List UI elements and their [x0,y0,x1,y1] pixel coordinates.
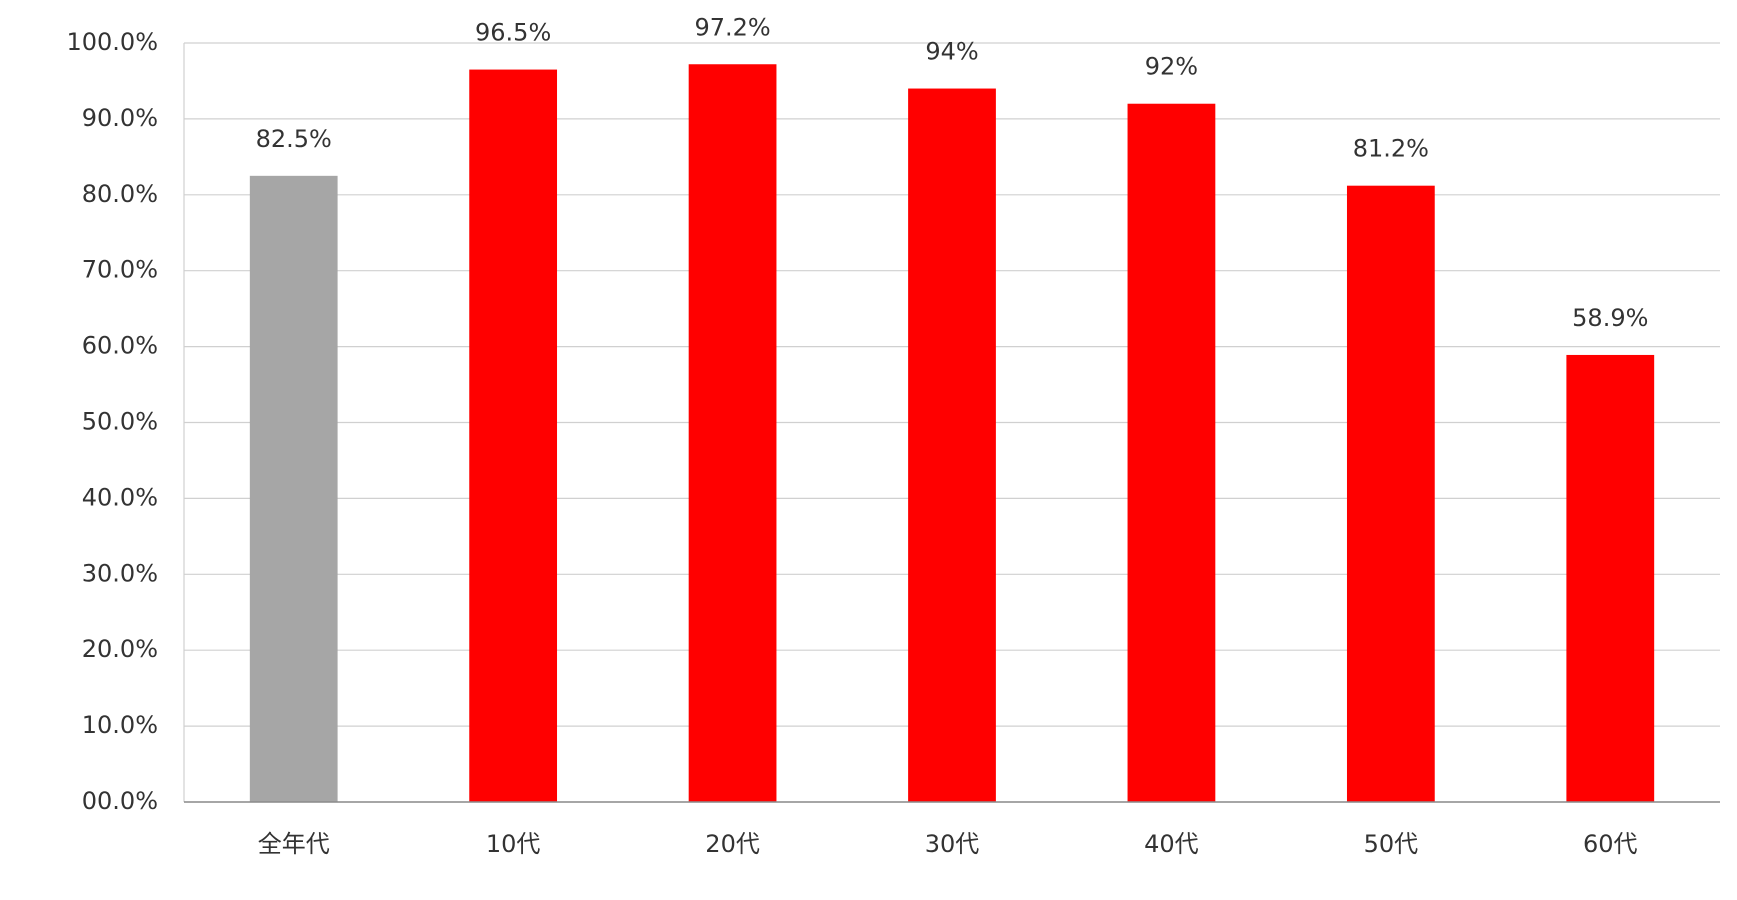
y-tick-label: 100.0% [66,28,158,56]
value-label: 81.2% [1353,135,1429,163]
x-tick-label: 30代 [925,830,980,858]
value-label: 92% [1145,53,1198,81]
x-tick-label: 20代 [705,830,760,858]
y-tick-label: 40.0% [82,483,158,511]
x-tick-label: 全年代 [258,830,330,858]
x-tick-label: 50代 [1364,830,1419,858]
x-tick-label: 10代 [486,830,541,858]
x-tick-label: 40代 [1144,830,1199,858]
y-tick-label: 50.0% [82,408,158,436]
bar [249,175,338,802]
value-label: 94% [925,38,978,66]
y-tick-label: 60.0% [82,332,158,360]
value-label: 58.9% [1572,304,1648,332]
value-label: 97.2% [694,13,770,41]
y-tick-label: 70.0% [82,256,158,284]
value-label: 82.5% [256,125,332,153]
y-tick-label: 20.0% [82,635,158,663]
bar [1346,185,1435,802]
bar [688,64,777,802]
bar [908,88,996,803]
bar [1566,354,1655,802]
y-tick-label: 30.0% [82,559,158,587]
value-label: 96.5% [475,19,551,47]
y-tick-label: 10.0% [82,711,158,739]
x-tick-label: 60代 [1583,830,1638,858]
y-tick-label: 90.0% [82,104,158,132]
bar [469,69,558,802]
y-tick-label: 80.0% [82,180,158,208]
bar [1127,103,1216,803]
y-tick-label: 00.0% [82,787,158,815]
